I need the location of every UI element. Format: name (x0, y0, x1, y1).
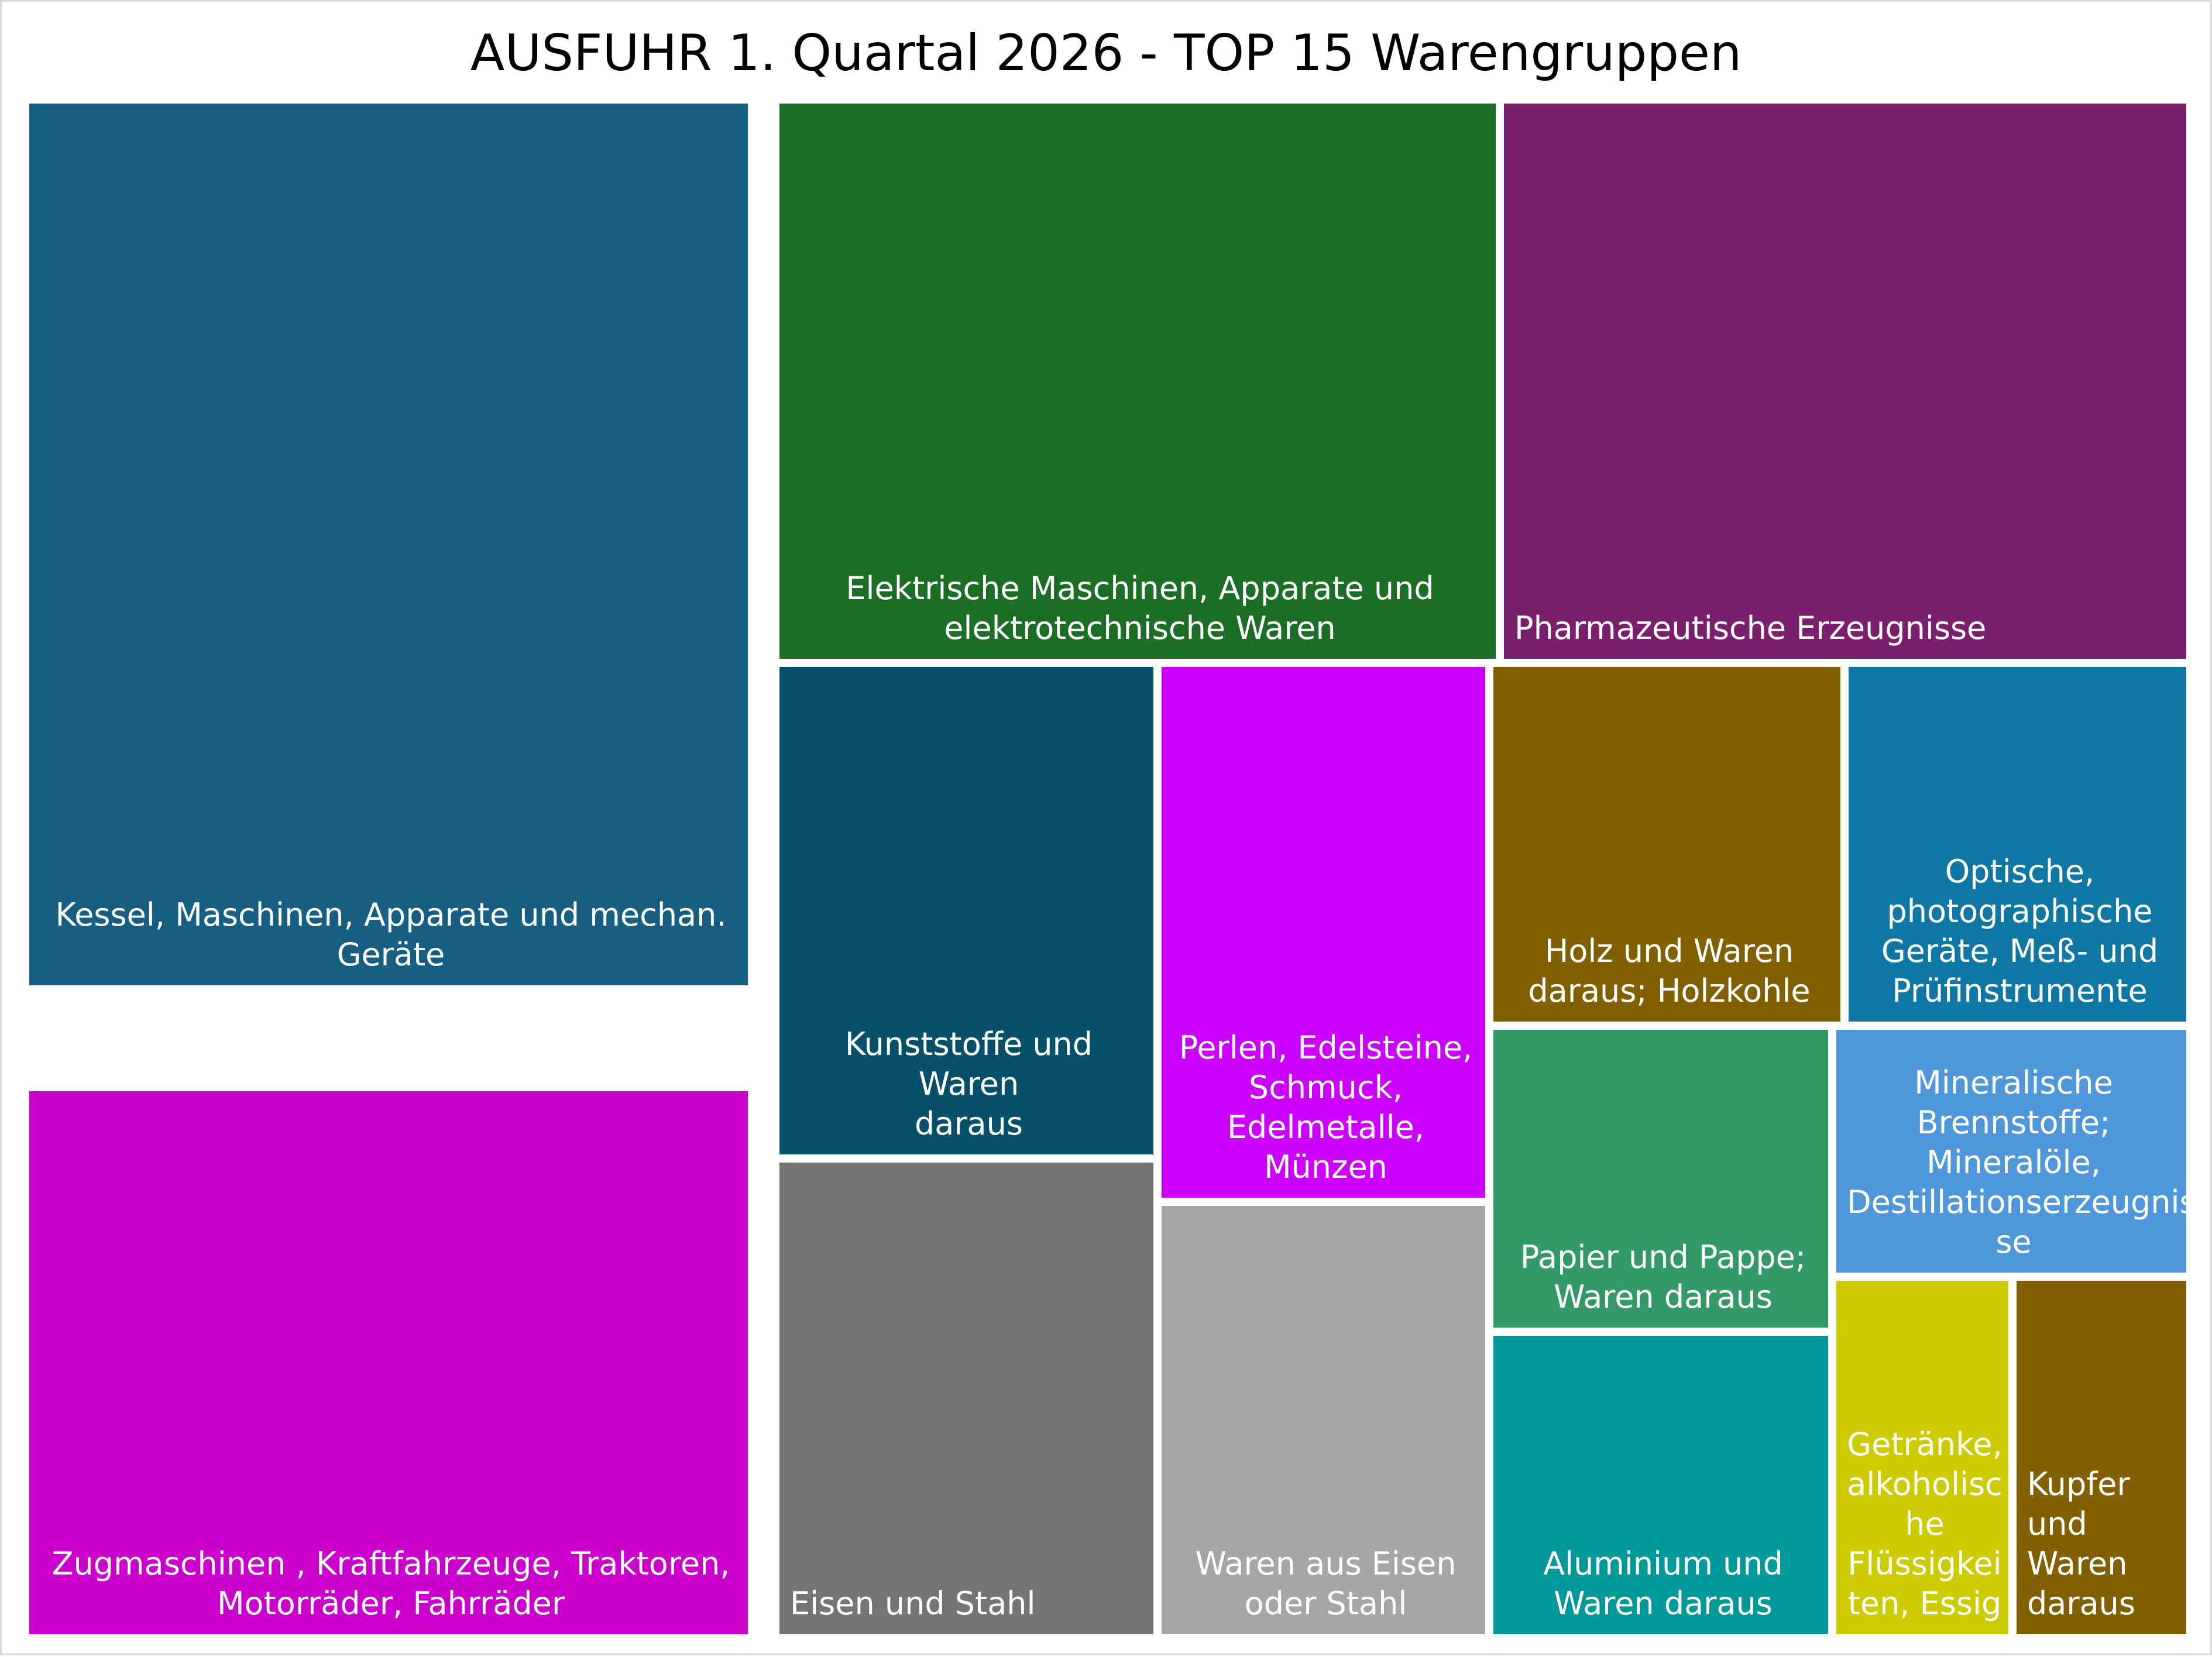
tile-label: Waren aus Eisen oder Stahl (1195, 1545, 1457, 1622)
tile-mineralische-brennstoffe: Mineralische Brennstoffe; Mineralöle, De… (1832, 1026, 2196, 1277)
tile-holz-und-waren: Holz und Waren daraus; Holzkohle (1489, 663, 1845, 1026)
tile-label: Kessel, Maschinen, Apparate und mechan. … (55, 896, 727, 973)
tile-papier-und-pappe: Papier und Pappe; Waren daraus (1489, 1026, 1832, 1332)
tile-aluminium: Aluminium und Waren daraus (1489, 1332, 1832, 1638)
tile-label: Pharmazeutische Erzeugnisse (1514, 610, 1987, 647)
tile-zugmaschinen-kraftfahrzeuge: Zugmaschinen , Kraftfahrzeuge, Traktoren… (25, 1087, 752, 1638)
tile-eisen-und-stahl: Eisen und Stahl (775, 1158, 1157, 1638)
tile-pharmazeutische-erzeugnisse: Pharmazeutische Erzeugnisse (1500, 99, 2190, 663)
tile-label: Eisen und Stahl (790, 1585, 1036, 1622)
tile-label: Kupfer und Waren daraus (2027, 1466, 2136, 1622)
tile-waren-aus-eisen-oder-stahl: Waren aus Eisen oder Stahl (1157, 1202, 1489, 1638)
tile-label: Zugmaschinen , Kraftfahrzeuge, Traktoren… (51, 1545, 730, 1622)
tile-label: Elektrische Maschinen, Apparate und elek… (846, 570, 1434, 647)
tile-label: Optische, photographische Geräte, Meß- u… (1881, 853, 2159, 1009)
tile-getraenke: Getränke, alkoholisc he Flüssigkei ten, … (1832, 1277, 2012, 1638)
tile-label: Getränke, alkoholisc he Flüssigkei ten, … (1847, 1426, 2003, 1622)
tile-elektrische-maschinen: Elektrische Maschinen, Apparate und elek… (775, 99, 1500, 663)
tile-kunststoffe: Kunststoffe und Waren daraus (775, 663, 1157, 1158)
tile-optische-geraete: Optische, photographische Geräte, Meß- u… (1845, 663, 2190, 1026)
tile-label: Holz und Waren daraus; Holzkohle (1528, 933, 1811, 1009)
tile-perlen-edelsteine: Perlen, Edelsteine, Schmuck, Edelmetalle… (1157, 663, 1489, 1202)
tile-label: Aluminium und Waren daraus (1543, 1545, 1783, 1622)
tile-kessel-maschinen: Kessel, Maschinen, Apparate und mechan. … (25, 99, 752, 989)
tile-label: Mineralische Brennstoffe; Mineralöle, De… (1847, 1064, 2196, 1260)
tile-label: Kunststoffe und Waren daraus (844, 1026, 1093, 1142)
chart-title: AUSFUHR 1. Quartal 2026 - TOP 15 Warengr… (470, 24, 1742, 82)
tile-kupfer: Kupfer und Waren daraus (2012, 1277, 2190, 1638)
tile-label: Papier und Pappe; Waren daraus (1520, 1239, 1806, 1315)
tile-label: Perlen, Edelsteine, Schmuck, Edelmetalle… (1179, 1029, 1473, 1185)
